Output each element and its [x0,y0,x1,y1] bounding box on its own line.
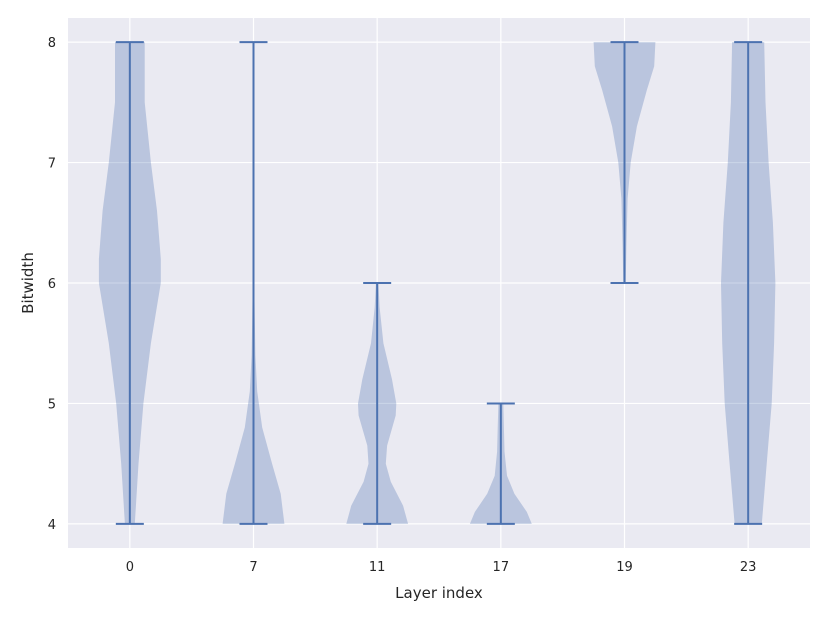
tick-labels: 4 5 6 7 8 0 7 11 17 19 23 [48,36,757,575]
x-tick-label: 7 [249,560,257,575]
x-tick-label: 23 [740,560,757,575]
y-tick-label: 8 [48,36,56,51]
x-tick-label: 11 [369,560,386,575]
x-tick-label: 17 [493,560,510,575]
y-tick-label: 6 [48,277,56,292]
x-tick-label: 0 [126,560,134,575]
y-axis-label: Bitwidth [19,252,37,314]
x-tick-label: 19 [616,560,633,575]
y-tick-label: 4 [48,518,56,533]
x-axis-label: Layer index [395,584,483,602]
violins [98,41,776,525]
y-tick-label: 7 [48,157,56,172]
y-tick-label: 5 [48,397,56,412]
